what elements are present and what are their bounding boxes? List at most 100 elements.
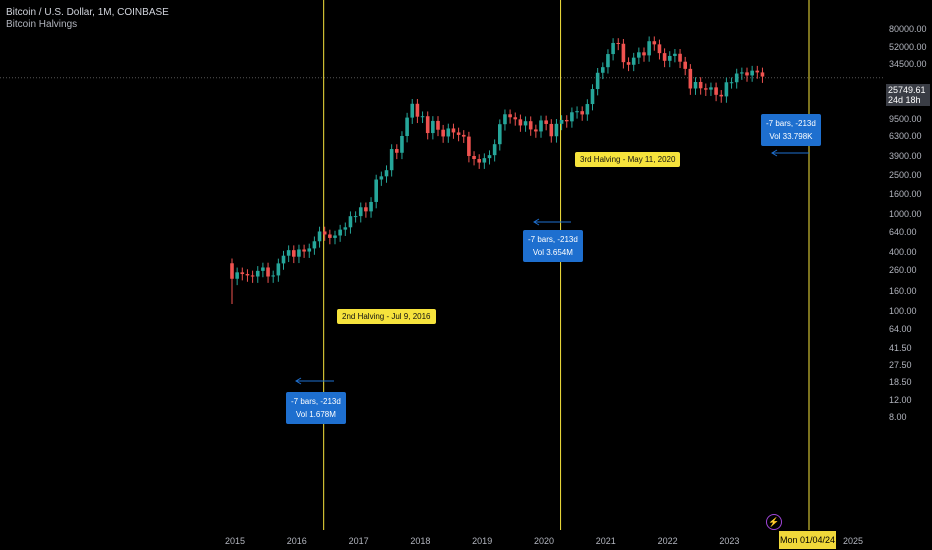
price-tick-label: 3900.00: [889, 151, 922, 162]
current-price-tag: 25749.61 24d 18h: [886, 84, 930, 106]
candle: [353, 216, 358, 218]
candle: [595, 72, 600, 90]
year-tick-label: 2025: [842, 536, 864, 546]
measure-bars: -7 bars, -213d: [528, 235, 578, 244]
symbol-title: Bitcoin / U.S. Dollar, 1M, COINBASE: [6, 7, 169, 18]
candle: [333, 235, 337, 238]
candle: [369, 201, 373, 212]
candle: [266, 267, 270, 277]
candle: [482, 158, 487, 163]
price-tick-label: 2500.00: [889, 169, 922, 180]
price-tick-label: 100.00: [889, 305, 917, 316]
candle: [724, 82, 729, 97]
candle: [312, 241, 317, 249]
candle: [631, 57, 636, 65]
price-tick-label: 52000.00: [889, 42, 927, 53]
candle: [503, 114, 507, 125]
candle: [549, 123, 554, 137]
candle: [415, 103, 420, 117]
year-tick-label: 2015: [224, 536, 246, 546]
price-tick-label: 1600.00: [889, 188, 922, 199]
candle: [405, 117, 409, 137]
candle: [734, 73, 739, 83]
candle: [570, 112, 574, 122]
candle: [508, 114, 512, 118]
year-tick-label: 2018: [410, 536, 431, 546]
candle: [667, 55, 672, 61]
candle: [343, 227, 348, 230]
candle: [698, 81, 703, 89]
candle: [322, 231, 327, 235]
measure-bars: -7 bars, -213d: [766, 119, 816, 128]
candle: [477, 159, 481, 163]
candle: [276, 263, 281, 276]
candle: [271, 275, 275, 277]
candle: [235, 272, 239, 279]
candle: [729, 82, 734, 84]
candle: [523, 121, 528, 126]
candle: [688, 68, 693, 89]
price-tick-label: 640.00: [889, 227, 917, 238]
candle: [250, 275, 255, 277]
year-tick-label: 2022: [657, 536, 678, 546]
measure-box-2016[interactable]: -7 bars, -213d Vol 1.678M: [286, 392, 346, 424]
candle: [657, 44, 662, 54]
candle: [230, 263, 234, 279]
candle: [528, 121, 533, 130]
candle: [286, 250, 291, 256]
candle: [379, 176, 384, 180]
bar-countdown: 24d 18h: [888, 95, 921, 105]
candle: [400, 136, 404, 153]
indicator-label[interactable]: Bitcoin Halvings: [6, 19, 78, 30]
candle: [709, 87, 713, 90]
candle: [302, 249, 306, 252]
candle: [446, 128, 451, 137]
candle: [389, 149, 394, 171]
candle: [601, 67, 605, 73]
candle: [410, 103, 415, 118]
candle: [704, 88, 708, 90]
candle: [513, 117, 518, 120]
candle: [755, 70, 760, 73]
candle: [611, 42, 615, 55]
candle: [518, 119, 523, 126]
candle: [642, 52, 646, 56]
candle: [425, 116, 430, 134]
lightning-icon[interactable]: ⚡: [766, 514, 782, 530]
candle: [534, 129, 538, 132]
candle: [637, 52, 641, 58]
candle: [487, 155, 492, 159]
candle: [662, 53, 667, 61]
price-tick-label: 12.00: [889, 394, 912, 405]
candle: [297, 249, 301, 257]
halving-label-2016[interactable]: 2nd Halving - Jul 9, 2016: [337, 309, 436, 324]
candle: [750, 70, 754, 76]
candle: [683, 61, 687, 69]
candle: [590, 89, 595, 105]
candle: [616, 42, 621, 44]
candle: [740, 72, 744, 74]
candle: [281, 255, 286, 264]
halving-label-2020[interactable]: 3rd Halving - May 11, 2020: [575, 152, 681, 167]
candle: [374, 179, 378, 202]
candle: [292, 250, 296, 257]
candle: [652, 41, 657, 45]
candle: [456, 132, 461, 135]
year-tick-label: 2023: [719, 536, 740, 546]
measure-arrowhead: [771, 149, 778, 157]
measure-box-2020[interactable]: -7 bars, -213d Vol 3.654M: [523, 230, 583, 262]
year-tick-label: 2021: [595, 536, 616, 546]
measure-box-2024[interactable]: -7 bars, -213d Vol 33.798K: [761, 114, 821, 146]
candle: [395, 149, 399, 153]
candle: [678, 53, 682, 62]
year-tick-label: 2016: [286, 536, 307, 546]
price-tick-label: 6300.00: [889, 131, 922, 142]
candle: [328, 234, 332, 238]
candle: [307, 248, 312, 252]
price-tick-label: 8.00: [889, 412, 907, 422]
candle: [436, 120, 440, 130]
price-tick-label: 160.00: [889, 285, 917, 296]
price-tick-label: 260.00: [889, 265, 917, 276]
measure-volume: Vol 33.798K: [769, 132, 813, 141]
